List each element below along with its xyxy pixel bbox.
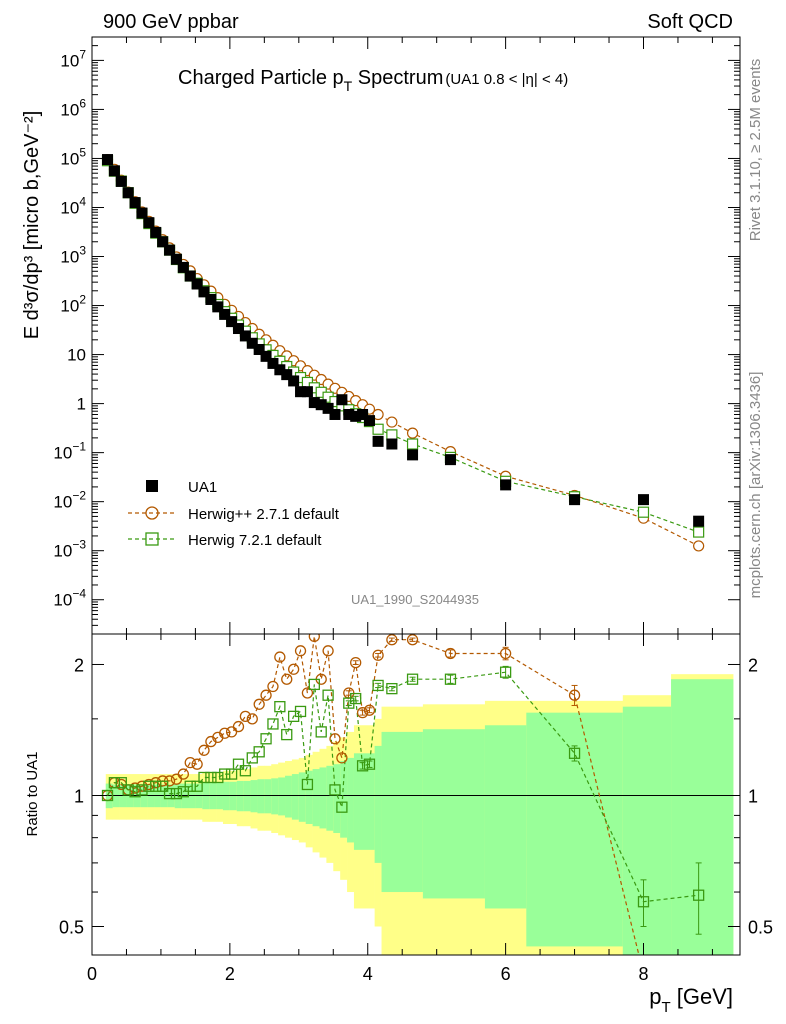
ua1-data-point: [500, 479, 511, 490]
ua1-data-point: [136, 208, 147, 219]
y-tick-label: 1: [77, 395, 86, 414]
inner-uncertainty-band: [223, 782, 230, 810]
herwig7-point: [387, 430, 397, 440]
ratio-y-tick-label: 1: [74, 786, 84, 806]
herwig7-point: [638, 507, 648, 517]
inner-uncertainty-band: [237, 781, 244, 811]
inner-uncertainty-band: [423, 729, 485, 898]
ua1-data-point: [130, 197, 141, 208]
ua1-data-point: [288, 375, 299, 386]
legend-herwig7-label: Herwig 7.2.1 default: [188, 532, 322, 549]
y-tick-label: 10: [67, 346, 86, 365]
ua1-data-point: [102, 154, 113, 165]
inner-uncertainty-band: [326, 766, 333, 831]
ua1-data-point: [386, 439, 397, 450]
ua1-data-point: [407, 449, 418, 460]
ratio-y-tick-label-right: 2: [748, 655, 758, 675]
ua1-data-point: [302, 386, 313, 397]
ua1-data-point: [123, 187, 134, 198]
y-axis-label: E d³σ/dp³ [micro b,GeV⁻²]: [21, 111, 43, 340]
analysis-tag: UA1_1990_S2044935: [351, 592, 479, 607]
ua1-data-point: [373, 436, 384, 447]
legend-herwigpp-label: Herwig++ 2.7.1 default: [188, 506, 340, 523]
inner-uncertainty-band: [313, 769, 320, 826]
ratio-y-tick-label-right: 1: [748, 786, 758, 806]
inner-uncertainty-band: [271, 778, 278, 814]
rivet-version-label: Rivet 3.1.10, ≥ 2.5M events: [747, 59, 764, 242]
x-tick-label: 2: [225, 964, 235, 984]
mcplots-source-label: mcplots.cern.ch [arXiv:1306.3436]: [747, 372, 764, 599]
inner-uncertainty-band: [285, 776, 292, 818]
header-right: Soft QCD: [647, 11, 733, 33]
herwig7-point: [694, 527, 704, 537]
herwig7-point: [408, 439, 418, 449]
ua1-data-point: [569, 494, 580, 505]
ratio-y-axis-label: Ratio to UA1: [24, 751, 41, 836]
inner-uncertainty-band: [244, 781, 251, 811]
ua1-data-point: [116, 176, 127, 187]
ratio-y-tick-label: 0.5: [59, 917, 84, 937]
inner-uncertainty-band: [375, 746, 382, 863]
inner-uncertainty-band: [340, 761, 347, 838]
inner-uncertainty-band: [264, 779, 271, 813]
inner-uncertainty-band: [319, 767, 326, 828]
legend-ua1-label: UA1: [188, 479, 217, 496]
ua1-data-point: [143, 217, 154, 228]
inner-uncertainty-band: [292, 774, 299, 820]
legend-ua1-marker: [146, 480, 158, 492]
ua1-data-point: [336, 394, 347, 405]
header-left: 900 GeV ppbar: [103, 11, 239, 33]
ua1-data-point: [693, 516, 704, 527]
ua1-data-point: [109, 165, 120, 176]
inner-uncertainty-band: [333, 764, 340, 833]
x-tick-label: 0: [87, 964, 97, 984]
herwigpp-point: [408, 428, 418, 438]
x-tick-label: 8: [638, 964, 648, 984]
herwigpp-point: [387, 417, 397, 427]
inner-uncertainty-band: [251, 780, 258, 812]
figure: 900 GeV ppbar Soft QCD Rivet 3.1.10, ≥ 2…: [0, 0, 786, 1024]
inner-uncertainty-band: [485, 725, 527, 908]
inner-uncertainty-band: [230, 782, 237, 810]
inner-uncertainty-band: [257, 779, 264, 813]
x-tick-label: 6: [501, 964, 511, 984]
ua1-data-point: [364, 415, 375, 426]
inner-uncertainty-band: [671, 679, 733, 955]
inner-uncertainty-band: [278, 777, 285, 815]
inner-uncertainty-band: [382, 732, 424, 892]
ua1-data-point: [330, 409, 341, 420]
herwigpp-point: [694, 541, 704, 551]
ua1-data-point: [638, 494, 649, 505]
inner-uncertainty-band: [347, 758, 354, 843]
ratio-y-tick-label: 2: [74, 655, 84, 675]
ua1-data-point: [445, 454, 456, 465]
ratio-y-tick-label-right: 0.5: [748, 917, 773, 937]
x-tick-label: 4: [363, 964, 373, 984]
